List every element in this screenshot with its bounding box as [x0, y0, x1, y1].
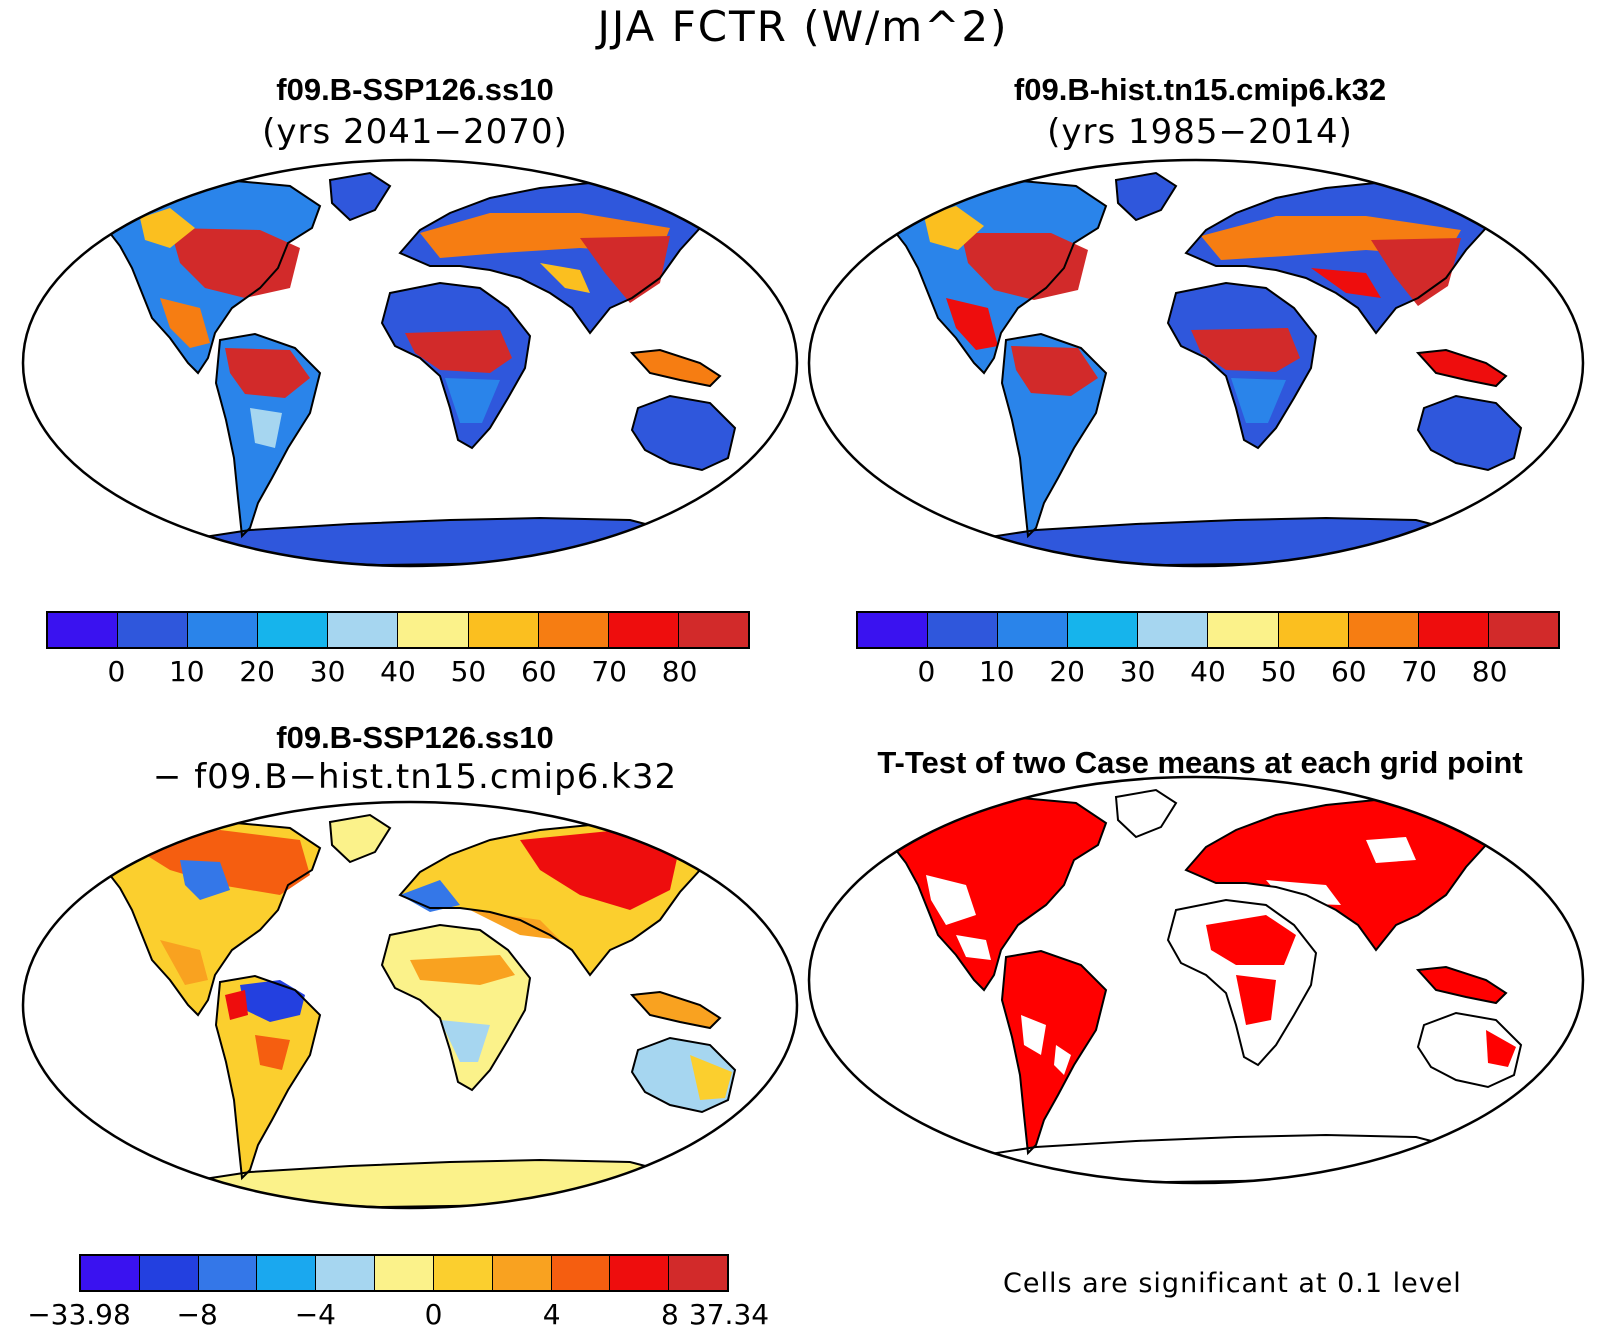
colorbar-box	[375, 1256, 434, 1290]
colorbar-tick-label: 20	[1049, 655, 1086, 688]
map-bottom-right	[807, 775, 1585, 1185]
colorbar-box	[1138, 613, 1209, 647]
colorbar-box	[258, 613, 329, 647]
map-bottom-left	[21, 800, 799, 1210]
colorbar-tick-label: 60	[520, 655, 557, 688]
colorbar-box	[188, 613, 259, 647]
panel-bottom-left-title: f09.B-SSP126.ss10	[276, 720, 554, 755]
colorbar-tick-label: 10	[168, 655, 205, 688]
colorbar-tick-label: 70	[1401, 655, 1438, 688]
colorbar-box	[81, 1256, 140, 1290]
colorbar-box	[608, 613, 679, 647]
colorbar-top-right	[856, 611, 1560, 649]
colorbar-tick-label: 0	[107, 655, 126, 688]
colorbar-box	[538, 613, 609, 647]
colorbar-box	[669, 1256, 727, 1290]
colorbar-box	[198, 1256, 258, 1290]
colorbar-box	[398, 613, 469, 647]
colorbar-box	[433, 1256, 493, 1290]
colorbar-tick-label: −8	[176, 1298, 218, 1331]
figure-title: JJA FCTR (W/m^2)	[597, 2, 1009, 51]
colorbar-tick-label: 0	[424, 1298, 443, 1331]
panel-top-left-subtitle: (yrs 2041−2070)	[262, 112, 568, 152]
colorbar-box	[257, 1256, 317, 1290]
colorbar-tick-label: 80	[661, 655, 698, 688]
colorbar-tick-label: 60	[1330, 655, 1367, 688]
colorbar-box	[928, 613, 999, 647]
map-top-left	[21, 158, 799, 568]
significance-note: Cells are significant at 0.1 level	[1003, 1268, 1462, 1299]
colorbar-tick-label: 20	[239, 655, 276, 688]
colorbar-tick-label: 50	[450, 655, 487, 688]
colorbar-box	[1488, 613, 1558, 647]
colorbar-box	[1278, 613, 1349, 647]
colorbar-tick-label: 30	[1119, 655, 1156, 688]
colorbar-tick-label: 37.34	[688, 1298, 770, 1331]
colorbar-tick-label: 40	[1190, 655, 1226, 688]
panel-top-right-title: f09.B-hist.tn15.cmip6.k32	[1013, 72, 1387, 107]
colorbar-box	[1348, 613, 1419, 647]
colorbar-tick-label: 80	[1471, 655, 1508, 688]
colorbar-box	[610, 1256, 670, 1290]
colorbar-tick-label: 30	[309, 655, 346, 688]
colorbar-box	[1418, 613, 1489, 647]
colorbar-box	[118, 613, 189, 647]
colorbar-tick-label: 4	[542, 1298, 561, 1331]
colorbar-tick-label: 40	[380, 655, 416, 688]
colorbar-top-left	[46, 611, 750, 649]
colorbar-box	[492, 1256, 552, 1290]
colorbar-tick-label: −4	[294, 1298, 336, 1331]
colorbar-box	[1068, 613, 1139, 647]
colorbar-box	[328, 613, 399, 647]
colorbar-box	[551, 1256, 611, 1290]
colorbar-tick-label: 0	[917, 655, 936, 688]
colorbar-box	[139, 1256, 199, 1290]
colorbar-box	[316, 1256, 376, 1290]
colorbar-box	[468, 613, 539, 647]
panel-top-left-title: f09.B-SSP126.ss10	[276, 72, 554, 107]
colorbar-tick-label: 70	[591, 655, 628, 688]
colorbar-tick-label: 10	[978, 655, 1015, 688]
colorbar-tick-label: 50	[1260, 655, 1297, 688]
map-top-right	[807, 158, 1585, 568]
colorbar-box	[858, 613, 929, 647]
panel-top-right-subtitle: (yrs 1985−2014)	[1047, 112, 1353, 152]
colorbar-tick-label: 8	[660, 1298, 679, 1331]
colorbar-tick-label: −33.98	[27, 1298, 131, 1331]
colorbar-box	[678, 613, 748, 647]
panel-bottom-left-subtitle: − f09.B−hist.tn15.cmip6.k32	[152, 757, 678, 797]
colorbar-box	[1208, 613, 1279, 647]
colorbar-box	[48, 613, 119, 647]
colorbar-box	[998, 613, 1069, 647]
colorbar-bottom-left	[79, 1254, 729, 1292]
panel-bottom-right-title: T-Test of two Case means at each grid po…	[877, 745, 1523, 780]
